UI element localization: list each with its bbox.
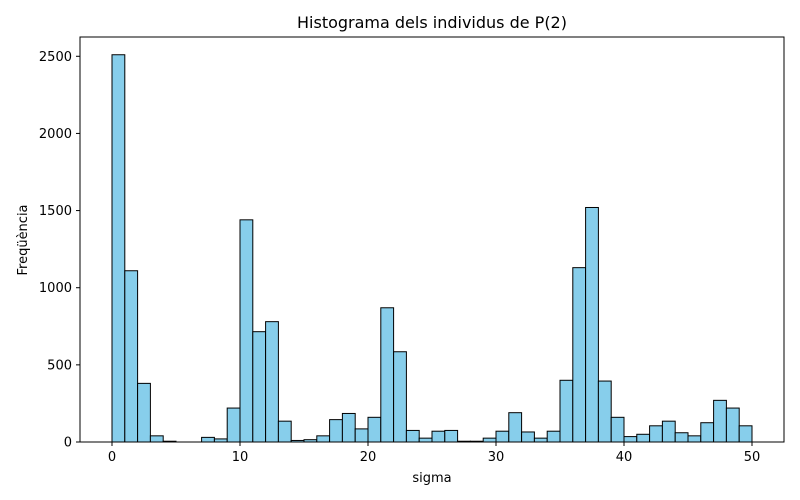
y-tick-label: 2500 xyxy=(39,50,72,65)
y-tick-label: 2000 xyxy=(39,127,72,142)
histogram-bar xyxy=(252,331,267,443)
x-tick-label: 30 xyxy=(488,450,505,465)
histogram-bar xyxy=(367,416,382,443)
histogram-bar xyxy=(380,307,395,443)
x-axis: 0 10 20 30 40 50 xyxy=(108,442,760,465)
histogram-bar xyxy=(124,270,139,443)
plot-frame xyxy=(79,36,785,443)
y-tick-label: 1000 xyxy=(39,281,72,296)
histogram-bar xyxy=(316,435,331,443)
histogram-bar xyxy=(674,432,689,443)
histogram-bar xyxy=(508,412,523,443)
histogram-bar xyxy=(533,437,548,443)
y-tick-label: 1500 xyxy=(39,204,72,219)
histogram-bar xyxy=(444,429,459,443)
y-tick-label: 500 xyxy=(47,358,72,373)
x-tick-label: 40 xyxy=(616,450,633,465)
x-tick-label: 10 xyxy=(232,450,249,465)
x-tick-label: 0 xyxy=(108,450,116,465)
histogram-bar xyxy=(725,407,740,443)
histogram-bar xyxy=(393,351,407,443)
histogram-bar xyxy=(572,267,587,443)
x-tick-label: 50 xyxy=(744,450,761,465)
histogram-bar xyxy=(265,321,279,443)
histogram-bar xyxy=(149,435,164,443)
histogram-bar xyxy=(661,420,676,443)
histogram-bar xyxy=(521,431,535,443)
histogram-bar xyxy=(700,422,715,443)
x-axis-label: sigma xyxy=(412,471,451,486)
y-axis-label: Freqüència xyxy=(16,204,31,275)
histogram-bar xyxy=(636,433,651,443)
histogram-bar xyxy=(649,425,663,443)
x-tick-label: 20 xyxy=(360,450,377,465)
histogram-bar xyxy=(111,54,126,443)
histogram-bar xyxy=(418,437,433,443)
histogram-bar xyxy=(239,219,254,443)
histogram-bar xyxy=(137,382,151,443)
chart-title: Histograma dels individus de P(2) xyxy=(297,13,567,32)
histogram-bar xyxy=(341,412,356,443)
histogram-bar xyxy=(482,437,497,443)
histogram-bar xyxy=(201,436,215,443)
histogram-bar xyxy=(329,419,343,443)
histogram-bar xyxy=(405,429,420,443)
histogram-bar xyxy=(546,430,561,443)
bars-group xyxy=(111,54,753,443)
histogram-bar xyxy=(354,428,369,443)
histogram-bar xyxy=(277,420,292,443)
histogram-bar xyxy=(738,425,753,443)
histogram-bar xyxy=(495,430,510,443)
histogram-bar xyxy=(687,435,702,443)
histogram-bar xyxy=(585,206,599,443)
histogram-bar xyxy=(226,407,241,443)
histogram-bar xyxy=(431,430,446,443)
histogram-bar xyxy=(713,399,727,443)
y-axis: 0 500 1000 1500 2000 2500 xyxy=(39,50,80,451)
histogram-bar xyxy=(623,436,638,443)
y-tick-label: 0 xyxy=(64,436,72,451)
histogram-bar xyxy=(559,379,574,443)
histogram-bar xyxy=(610,416,625,443)
histogram-bar xyxy=(597,380,612,443)
